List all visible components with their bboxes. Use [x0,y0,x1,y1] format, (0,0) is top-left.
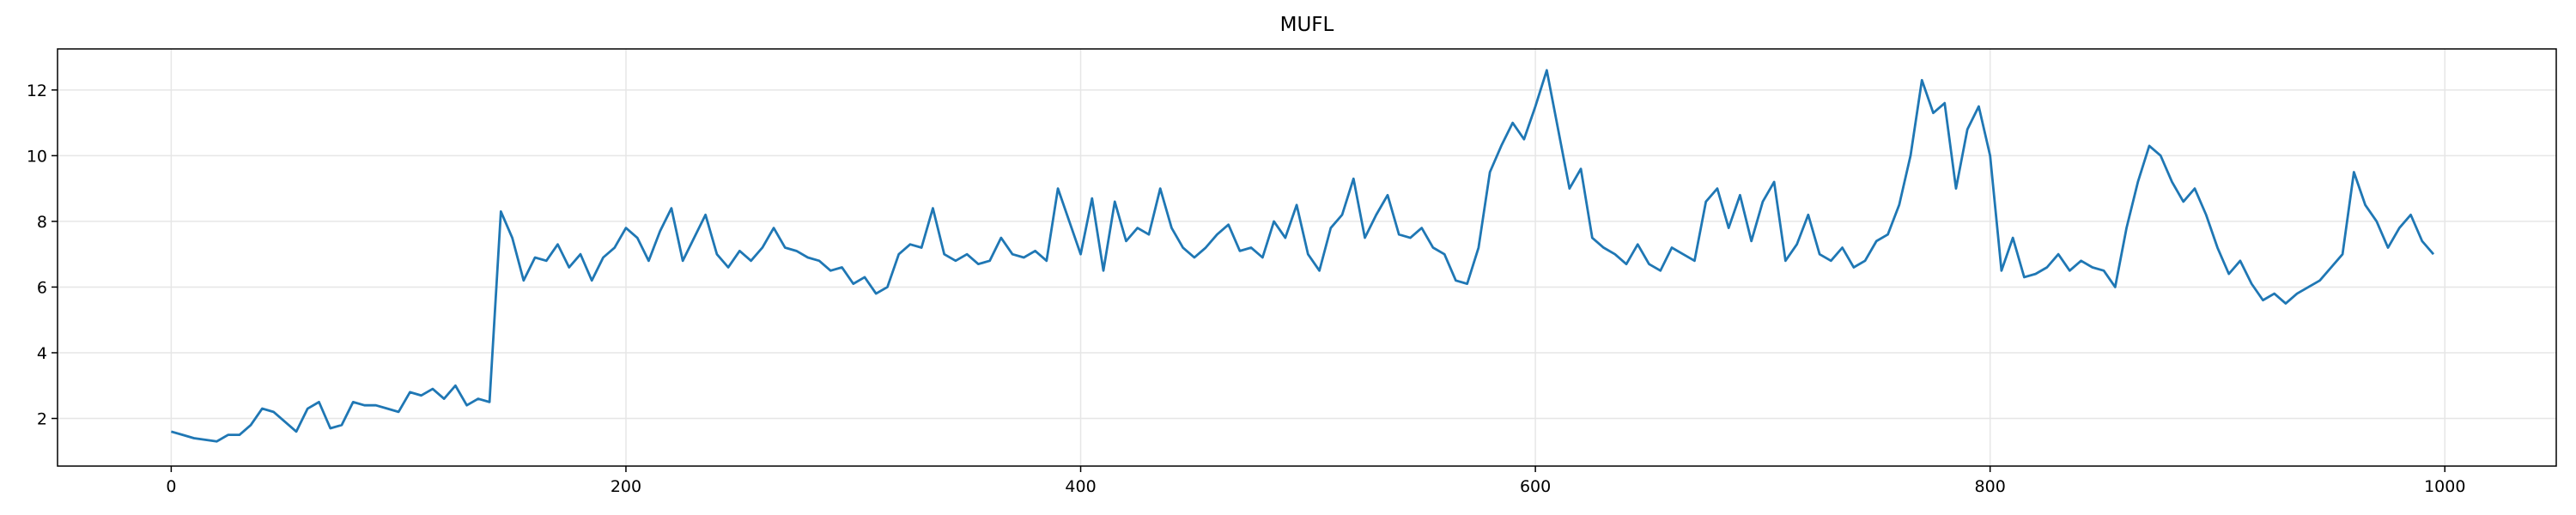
y-tick-label: 2 [37,410,47,429]
x-tick-label: 800 [1975,477,2006,496]
x-tick-label: 600 [1520,477,1551,496]
y-tick-label: 8 [37,213,47,232]
data-line [171,69,2435,443]
y-tick-label: 10 [27,147,47,166]
x-tick-label: 200 [611,477,641,496]
y-tick-label: 6 [37,278,47,297]
plot-frame [57,48,2557,467]
x-tick-label: 400 [1065,477,1096,496]
x-tick-label: 1000 [2424,477,2465,496]
x-tick-label: 0 [166,477,176,496]
chart-title: MUFL [1280,14,1334,36]
y-tick-label: 4 [37,344,47,363]
y-tick-label: 12 [27,82,47,100]
